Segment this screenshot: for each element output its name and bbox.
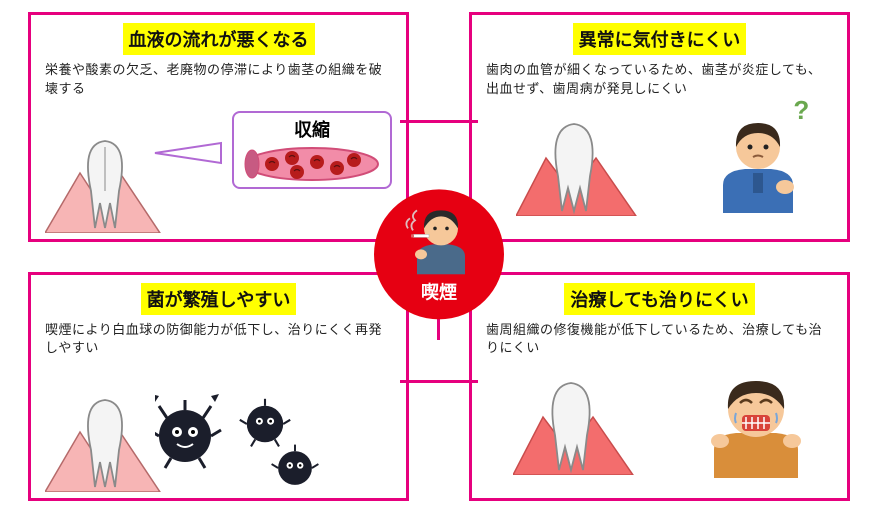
panel-unnoticed: 異常に気付きにくい 歯肉の血管が細くなっているため、歯茎が炎症しても、出血せず、…	[469, 12, 850, 242]
desc-unnoticed: 歯肉の血管が細くなっているため、歯茎が炎症しても、出血せず、歯周病が発見しにくい	[486, 61, 833, 99]
person-pain-icon	[706, 373, 806, 478]
person-thinking-icon	[713, 113, 803, 213]
illustration-unnoticed: ?	[486, 99, 833, 233]
panel-healing: 治療しても治りにくい 歯周組織の修復機能が低下しているため、治療しても治りにくい	[469, 272, 850, 502]
callout-label: 収縮	[294, 116, 330, 142]
tooth-inflamed-icon	[513, 375, 643, 475]
question-mark-icon: ?	[793, 95, 809, 126]
headline-bacteria: 菌が繁殖しやすい	[141, 283, 297, 315]
callout-vessel: 収縮	[232, 111, 392, 189]
center-label: 喫煙	[421, 278, 457, 304]
germ-icon	[155, 386, 355, 496]
panel-bacteria: 菌が繁殖しやすい 喫煙により白血球の防御能力が低下し、治りにくく再発しやすい	[28, 272, 409, 502]
tooth-inflamed-icon	[516, 116, 646, 216]
desc-bloodflow: 栄養や酸素の欠乏、老廃物の停滞により歯茎の組織を破壊する	[45, 61, 392, 99]
panel-bloodflow: 血液の流れが悪くなる 栄養や酸素の欠乏、老廃物の停滞により歯茎の組織を破壊する …	[28, 12, 409, 242]
connector-line	[400, 380, 478, 383]
desc-bacteria: 喫煙により白血球の防御能力が低下し、治りにくく再発しやすい	[45, 321, 392, 359]
illustration-bacteria	[45, 358, 392, 492]
headline-healing: 治療しても治りにくい	[564, 283, 754, 315]
callout-pointer-icon	[153, 133, 223, 173]
center-circle: 喫煙	[374, 189, 504, 319]
illustration-healing	[486, 358, 833, 492]
connector-line	[400, 120, 478, 123]
smoker-icon	[399, 204, 479, 274]
headline-unnoticed: 異常に気付きにくい	[573, 23, 747, 55]
desc-healing: 歯周組織の修復機能が低下しているため、治療しても治りにくい	[486, 321, 833, 359]
blood-vessel-icon	[242, 144, 382, 184]
headline-bloodflow: 血液の流れが悪くなる	[123, 23, 315, 55]
